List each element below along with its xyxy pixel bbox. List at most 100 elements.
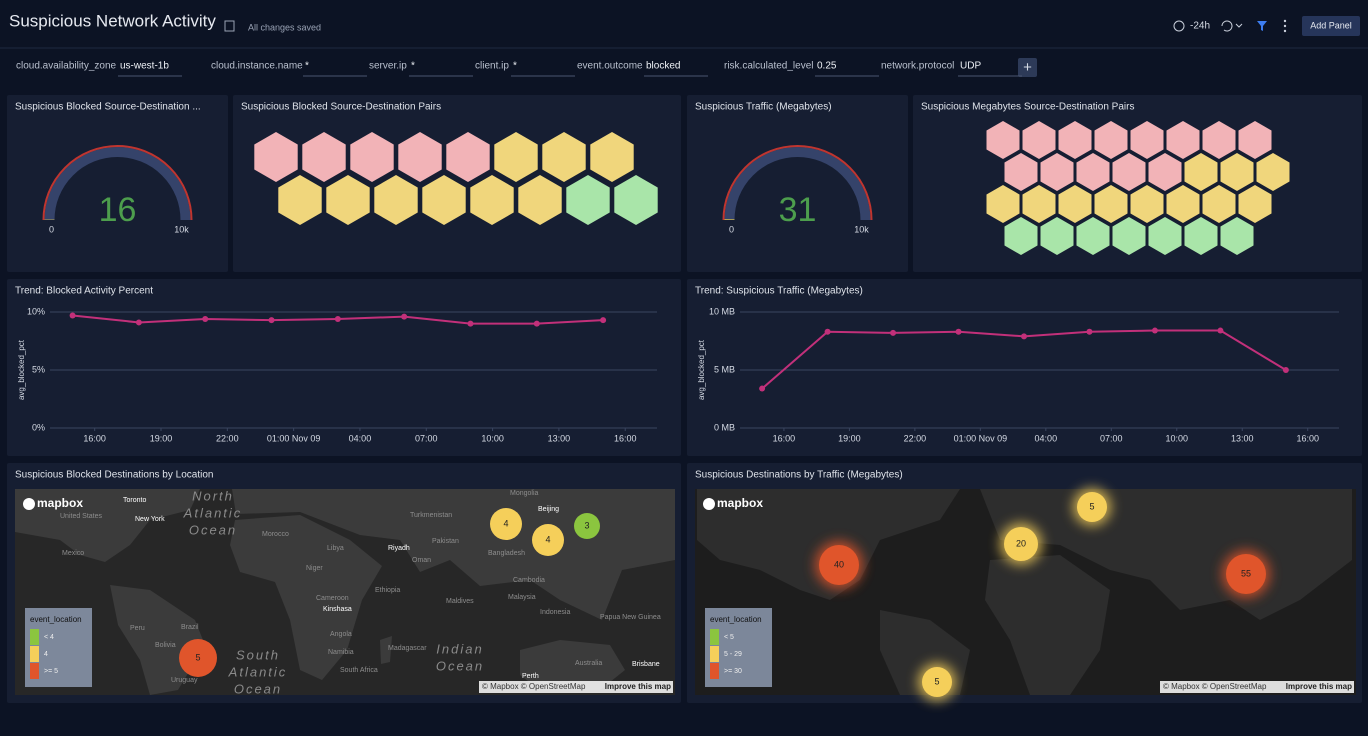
hex-cell[interactable] bbox=[518, 175, 562, 225]
hex-cell[interactable] bbox=[1202, 121, 1236, 159]
hex-cell[interactable] bbox=[278, 175, 322, 225]
trend-point[interactable] bbox=[600, 317, 607, 324]
hex-cell[interactable] bbox=[1238, 121, 1272, 159]
hex-cell[interactable] bbox=[254, 132, 298, 182]
hex-cell[interactable] bbox=[446, 132, 490, 182]
hex-cell[interactable] bbox=[1166, 121, 1200, 159]
trend-point[interactable] bbox=[69, 312, 76, 319]
filter-value[interactable]: * bbox=[305, 61, 309, 72]
panel-title: Suspicious Megabytes Source-Destination … bbox=[921, 102, 1134, 113]
add-panel-button[interactable] bbox=[1302, 16, 1360, 36]
hex-cell[interactable] bbox=[1256, 153, 1290, 191]
time-range[interactable]: -24h bbox=[1190, 21, 1210, 32]
refresh-icon[interactable] bbox=[1221, 20, 1233, 32]
hex-cell[interactable] bbox=[1076, 217, 1110, 255]
trend-point[interactable] bbox=[1020, 333, 1027, 340]
hex-cell[interactable] bbox=[494, 132, 538, 182]
add-filter-icon[interactable]: + bbox=[1023, 59, 1032, 76]
hex-cell[interactable] bbox=[542, 132, 586, 182]
hex-cell[interactable] bbox=[590, 132, 634, 182]
hex-cell[interactable] bbox=[1004, 153, 1038, 191]
hex-cell[interactable] bbox=[422, 175, 466, 225]
hex-cell[interactable] bbox=[1148, 217, 1182, 255]
hex-cell[interactable] bbox=[350, 132, 394, 182]
hex-cell[interactable] bbox=[1184, 217, 1218, 255]
hex-cell[interactable] bbox=[1112, 153, 1146, 191]
hex-cell[interactable] bbox=[1040, 153, 1074, 191]
trend-point[interactable] bbox=[824, 328, 831, 335]
hex-cell[interactable] bbox=[1022, 121, 1056, 159]
bubble[interactable] bbox=[490, 508, 522, 540]
hex-cell[interactable] bbox=[1148, 153, 1182, 191]
filter-label: cloud.instance.name bbox=[211, 61, 303, 72]
filter-value[interactable]: blocked bbox=[646, 61, 680, 72]
trend-point[interactable] bbox=[1282, 367, 1289, 373]
hex-cell[interactable] bbox=[1202, 185, 1236, 223]
add-panel-label[interactable]: Add Panel bbox=[1310, 20, 1352, 30]
bubble[interactable] bbox=[1226, 554, 1266, 594]
trend-point[interactable] bbox=[268, 317, 275, 324]
hex-cell[interactable] bbox=[1058, 185, 1092, 223]
hex-cell[interactable] bbox=[1238, 185, 1272, 223]
trend-point[interactable] bbox=[1151, 327, 1158, 334]
filter-icon[interactable] bbox=[1257, 21, 1267, 31]
bubble-label: 4 bbox=[545, 534, 550, 544]
hex-cell[interactable] bbox=[1022, 185, 1056, 223]
hex-cell[interactable] bbox=[326, 175, 370, 225]
hex-cell[interactable] bbox=[1184, 153, 1218, 191]
trend-point[interactable] bbox=[1217, 327, 1224, 334]
more-icon[interactable] bbox=[1283, 19, 1287, 33]
hex-cell[interactable] bbox=[1094, 121, 1128, 159]
hex-cell[interactable] bbox=[1058, 121, 1092, 159]
trend-point[interactable] bbox=[1086, 328, 1093, 335]
refresh-menu[interactable] bbox=[1235, 23, 1243, 28]
hex-cell[interactable] bbox=[1130, 185, 1164, 223]
edit-icon[interactable] bbox=[224, 20, 235, 32]
bubble[interactable] bbox=[819, 545, 859, 585]
trend-point[interactable] bbox=[533, 320, 540, 327]
bubble[interactable] bbox=[179, 639, 217, 677]
hex-cell[interactable] bbox=[1130, 121, 1164, 159]
bubble[interactable] bbox=[1077, 492, 1107, 522]
filter-value[interactable]: 0.25 bbox=[817, 61, 837, 72]
hex-cell[interactable] bbox=[302, 132, 346, 182]
hex-cell[interactable] bbox=[1004, 217, 1038, 255]
trend-point[interactable] bbox=[401, 313, 408, 320]
trend-point[interactable] bbox=[955, 328, 962, 335]
hex-cell[interactable] bbox=[374, 175, 418, 225]
hex-cell[interactable] bbox=[1220, 217, 1254, 255]
filter-value[interactable]: * bbox=[513, 61, 517, 72]
trend-point[interactable] bbox=[202, 315, 209, 322]
hex-cell[interactable] bbox=[1166, 185, 1200, 223]
bubble[interactable] bbox=[922, 667, 952, 697]
trend-point[interactable] bbox=[135, 319, 142, 326]
hex-cell[interactable] bbox=[1076, 153, 1110, 191]
improve-link[interactable]: Improve this map bbox=[605, 682, 671, 691]
filter-value[interactable]: * bbox=[411, 61, 415, 72]
filter-value[interactable]: UDP bbox=[960, 61, 981, 72]
hex-cell[interactable] bbox=[986, 121, 1020, 159]
place-label: Atlantic bbox=[228, 664, 288, 679]
bubble-label: 40 bbox=[834, 559, 844, 569]
hex-cell[interactable] bbox=[1094, 185, 1128, 223]
trend-point[interactable] bbox=[890, 329, 897, 336]
hex-cell[interactable] bbox=[1112, 217, 1146, 255]
clock-icon[interactable] bbox=[1173, 20, 1185, 32]
hex-cell[interactable] bbox=[986, 185, 1020, 223]
hex-cell[interactable] bbox=[470, 175, 514, 225]
trend-point[interactable] bbox=[759, 385, 766, 392]
x-tick-label: 19:00 bbox=[150, 433, 173, 443]
trend-point[interactable] bbox=[467, 320, 474, 327]
bubble[interactable] bbox=[574, 513, 600, 539]
trend-point[interactable] bbox=[334, 315, 341, 322]
add-filter-button[interactable] bbox=[1018, 58, 1037, 77]
hex-cell[interactable] bbox=[614, 175, 658, 225]
hex-cell[interactable] bbox=[1040, 217, 1074, 255]
improve-link[interactable]: Improve this map bbox=[1286, 682, 1352, 691]
bubble[interactable] bbox=[1004, 527, 1038, 561]
bubble[interactable] bbox=[532, 524, 564, 556]
hex-cell[interactable] bbox=[566, 175, 610, 225]
filter-value[interactable]: us-west-1b bbox=[120, 61, 169, 72]
hex-cell[interactable] bbox=[1220, 153, 1254, 191]
hex-cell[interactable] bbox=[398, 132, 442, 182]
